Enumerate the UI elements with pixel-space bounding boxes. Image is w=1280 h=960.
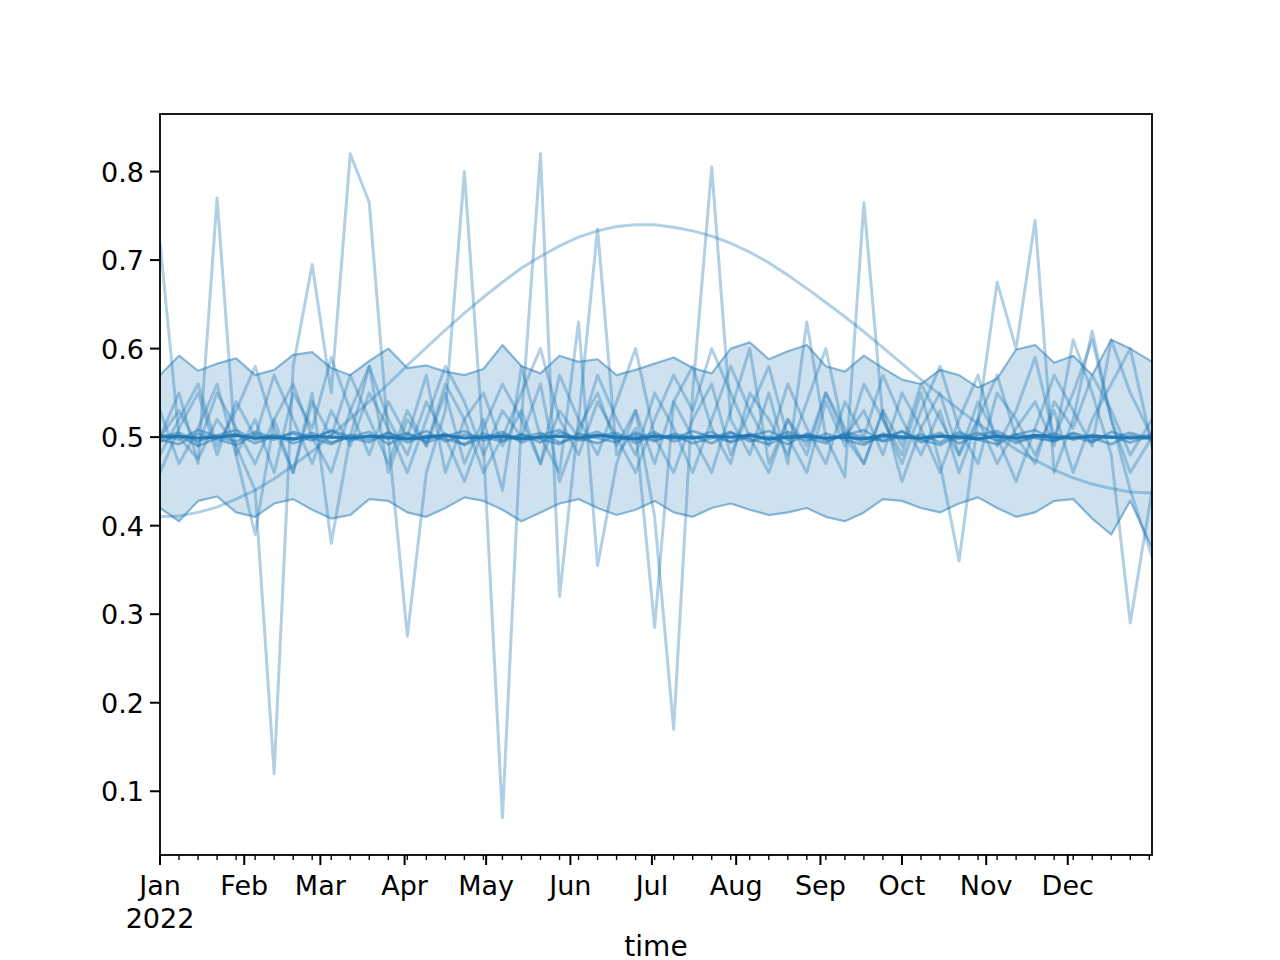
y-tick-label-0.1: 0.1 xyxy=(101,776,144,807)
x-tick-year-label: 2022 xyxy=(126,903,195,934)
ensemble-timeseries-chart: 0.1 0.2 0.3 0.4 0.5 0.6 0.7 0.8 Jan2022 Feb Mar Apr… xyxy=(0,0,1280,960)
x-tick-label-sep: Sep xyxy=(795,870,846,901)
x-tick-label-jul: Jul xyxy=(634,870,669,901)
y-tick-label-0.8: 0.8 xyxy=(101,157,144,188)
x-tick-label-jan: Jan xyxy=(137,870,181,901)
y-tick-label-0.7: 0.7 xyxy=(101,245,144,276)
x-axis-label: time xyxy=(624,930,687,960)
y-axis: 0.1 0.2 0.3 0.4 0.5 0.6 0.7 0.8 xyxy=(101,157,160,808)
y-tick-label-0.3: 0.3 xyxy=(101,599,144,630)
x-tick-label-feb: Feb xyxy=(220,870,268,901)
matplotlib-figure: 0.1 0.2 0.3 0.4 0.5 0.6 0.7 0.8 Jan2022 Feb Mar Apr… xyxy=(0,0,1280,960)
y-tick-label-0.4: 0.4 xyxy=(101,511,144,542)
x-axis: Jan2022 Feb Mar Apr May Jun Jul Aug Sep Oct Nov Dec xyxy=(126,855,1150,934)
y-tick-label-0.5: 0.5 xyxy=(101,422,144,453)
x-tick-label-jun: Jun xyxy=(547,870,591,901)
y-tick-label-0.6: 0.6 xyxy=(101,334,144,365)
x-tick-label-apr: Apr xyxy=(381,870,429,901)
x-tick-label-mar: Mar xyxy=(295,870,347,901)
x-tick-label-nov: Nov xyxy=(960,870,1013,901)
x-tick-label-dec: Dec xyxy=(1042,870,1094,901)
x-tick-label-may: May xyxy=(458,870,514,901)
y-tick-label-0.2: 0.2 xyxy=(101,688,144,719)
x-tick-label-aug: Aug xyxy=(710,870,763,901)
x-tick-label-oct: Oct xyxy=(879,870,926,901)
plot-data-area xyxy=(160,154,1152,818)
